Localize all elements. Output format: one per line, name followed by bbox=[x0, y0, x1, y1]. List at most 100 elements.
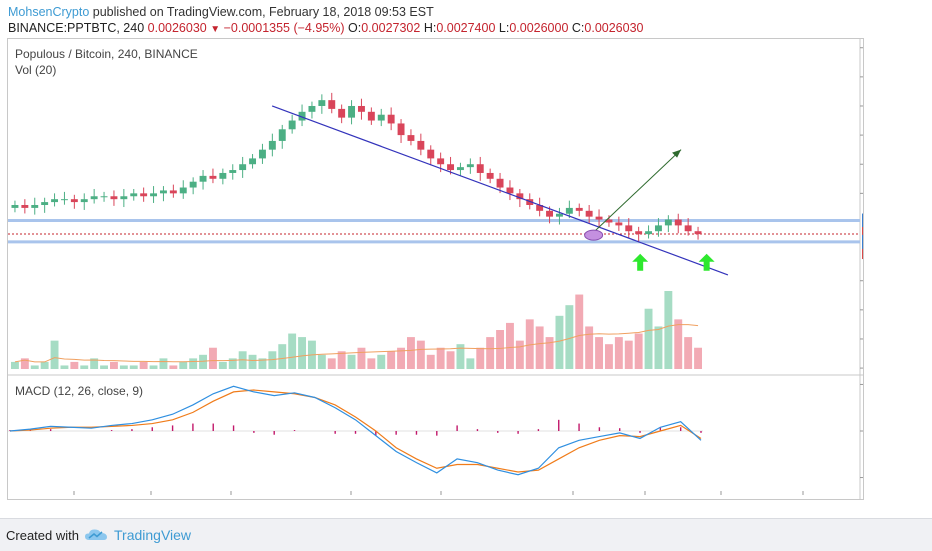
volume-bar bbox=[80, 365, 89, 369]
symbol-label: BINANCE:PPTBTC, 240 bbox=[8, 21, 145, 35]
price-tag-bg bbox=[862, 227, 863, 242]
candle-body bbox=[605, 219, 613, 223]
volume-bar bbox=[486, 337, 495, 369]
volume-bar bbox=[387, 351, 396, 369]
candle-body bbox=[189, 181, 197, 188]
candle-body bbox=[318, 100, 326, 106]
volume-bar bbox=[258, 358, 267, 369]
volume-bar bbox=[278, 344, 287, 369]
projection-arrow-line bbox=[591, 149, 682, 235]
chart-canvas[interactable]: 0.00900000.00800000.00700000.00600000.00… bbox=[8, 39, 863, 499]
candle-body bbox=[387, 114, 395, 124]
volume-bar bbox=[357, 347, 366, 369]
candle-body bbox=[674, 219, 682, 226]
low-label: L: bbox=[498, 21, 510, 35]
volume-bar bbox=[644, 308, 653, 369]
last-price: 0.0026030 bbox=[147, 21, 207, 35]
candle-body bbox=[338, 108, 346, 118]
volume-bar bbox=[397, 347, 405, 369]
volume-bar bbox=[565, 305, 574, 369]
candle-body bbox=[179, 187, 187, 194]
candle-body bbox=[407, 135, 415, 141]
candle-body bbox=[110, 196, 118, 200]
volume-bar bbox=[525, 319, 534, 369]
macd-line bbox=[9, 385, 702, 476]
candle-body bbox=[585, 210, 593, 217]
candle-body bbox=[150, 193, 158, 197]
candle-body bbox=[625, 225, 633, 232]
candle-body bbox=[595, 216, 603, 220]
candle-body bbox=[555, 213, 563, 217]
down-arrow-icon: ▼ bbox=[210, 24, 221, 35]
candle-body bbox=[229, 170, 237, 173]
tradingview-brand[interactable]: TradingView bbox=[114, 527, 192, 543]
volume-bar bbox=[70, 361, 79, 369]
candle-body bbox=[565, 207, 573, 214]
volume-bar bbox=[149, 365, 158, 369]
candle-body bbox=[516, 193, 524, 200]
volume-bar bbox=[624, 340, 633, 369]
chart-frame[interactable]: 0.00900000.00800000.00700000.00600000.00… bbox=[7, 38, 864, 500]
volume-bar bbox=[605, 344, 613, 369]
candle-body bbox=[209, 175, 217, 179]
candle-body bbox=[140, 193, 148, 197]
candle-body bbox=[348, 105, 356, 118]
author-link[interactable]: MohsenCrypto bbox=[8, 5, 90, 19]
candle-body bbox=[367, 111, 375, 121]
candle-body bbox=[249, 158, 257, 165]
candle-body bbox=[645, 231, 653, 235]
volume-bar bbox=[298, 337, 306, 369]
volume-bar bbox=[337, 351, 346, 369]
volume-bar bbox=[11, 361, 19, 369]
candle-body bbox=[654, 225, 662, 232]
volume-bar bbox=[327, 358, 336, 369]
ohlc-line: BINANCE:PPTBTC, 240 0.0026030 ▼ −0.00013… bbox=[8, 21, 644, 35]
volume-bar bbox=[110, 361, 118, 369]
volume-bar bbox=[426, 354, 435, 369]
volume-bar bbox=[367, 358, 376, 369]
volume-bar bbox=[268, 351, 277, 369]
volume-bar bbox=[40, 361, 49, 369]
volume-bar bbox=[446, 351, 455, 369]
candle-body bbox=[466, 164, 474, 168]
candle-body bbox=[536, 205, 544, 211]
high-value: 0.0027400 bbox=[436, 21, 496, 35]
candle-body bbox=[11, 205, 19, 208]
volume-bar bbox=[515, 340, 524, 369]
price-change: −0.0001355 (−4.95%) bbox=[223, 21, 345, 35]
candle-body bbox=[417, 140, 425, 150]
publish-line: MohsenCrypto published on TradingView.co… bbox=[8, 5, 434, 19]
volume-bar bbox=[496, 330, 504, 369]
candle-body bbox=[447, 164, 455, 171]
candle-body bbox=[51, 199, 59, 203]
volume-bar bbox=[119, 365, 128, 369]
projection-arrow-head bbox=[672, 149, 682, 158]
main-pane-title: Populous / Bitcoin, 240, BINANCE bbox=[15, 47, 198, 61]
volume-bar bbox=[664, 291, 673, 369]
candle-body bbox=[258, 149, 266, 159]
low-value: 0.0026000 bbox=[509, 21, 569, 35]
volume-bar bbox=[139, 361, 148, 369]
candle-body bbox=[575, 207, 583, 211]
green-up-arrow-icon bbox=[698, 253, 715, 271]
volume-bar bbox=[100, 365, 108, 369]
candle-body bbox=[486, 172, 494, 179]
volume-bar bbox=[466, 358, 475, 369]
created-with-label: Created with bbox=[6, 528, 79, 543]
published-text: published on TradingView.com, February 1… bbox=[92, 5, 434, 19]
volume-bar bbox=[476, 347, 485, 369]
volume-bar bbox=[545, 337, 554, 369]
volume-bar bbox=[654, 326, 663, 369]
candle-body bbox=[496, 178, 504, 188]
chart-header: MohsenCrypto published on TradingView.co… bbox=[4, 2, 928, 36]
volume-bar bbox=[347, 354, 356, 369]
candle-body bbox=[694, 231, 702, 235]
candle-body bbox=[80, 199, 88, 203]
volume-bar bbox=[179, 361, 188, 369]
candle-body bbox=[298, 111, 306, 121]
volume-bar bbox=[407, 337, 415, 369]
breakout-highlight-marker bbox=[584, 229, 604, 241]
volume-bar bbox=[575, 294, 584, 369]
candle-body bbox=[357, 105, 365, 112]
price-tag-bg bbox=[862, 213, 863, 228]
